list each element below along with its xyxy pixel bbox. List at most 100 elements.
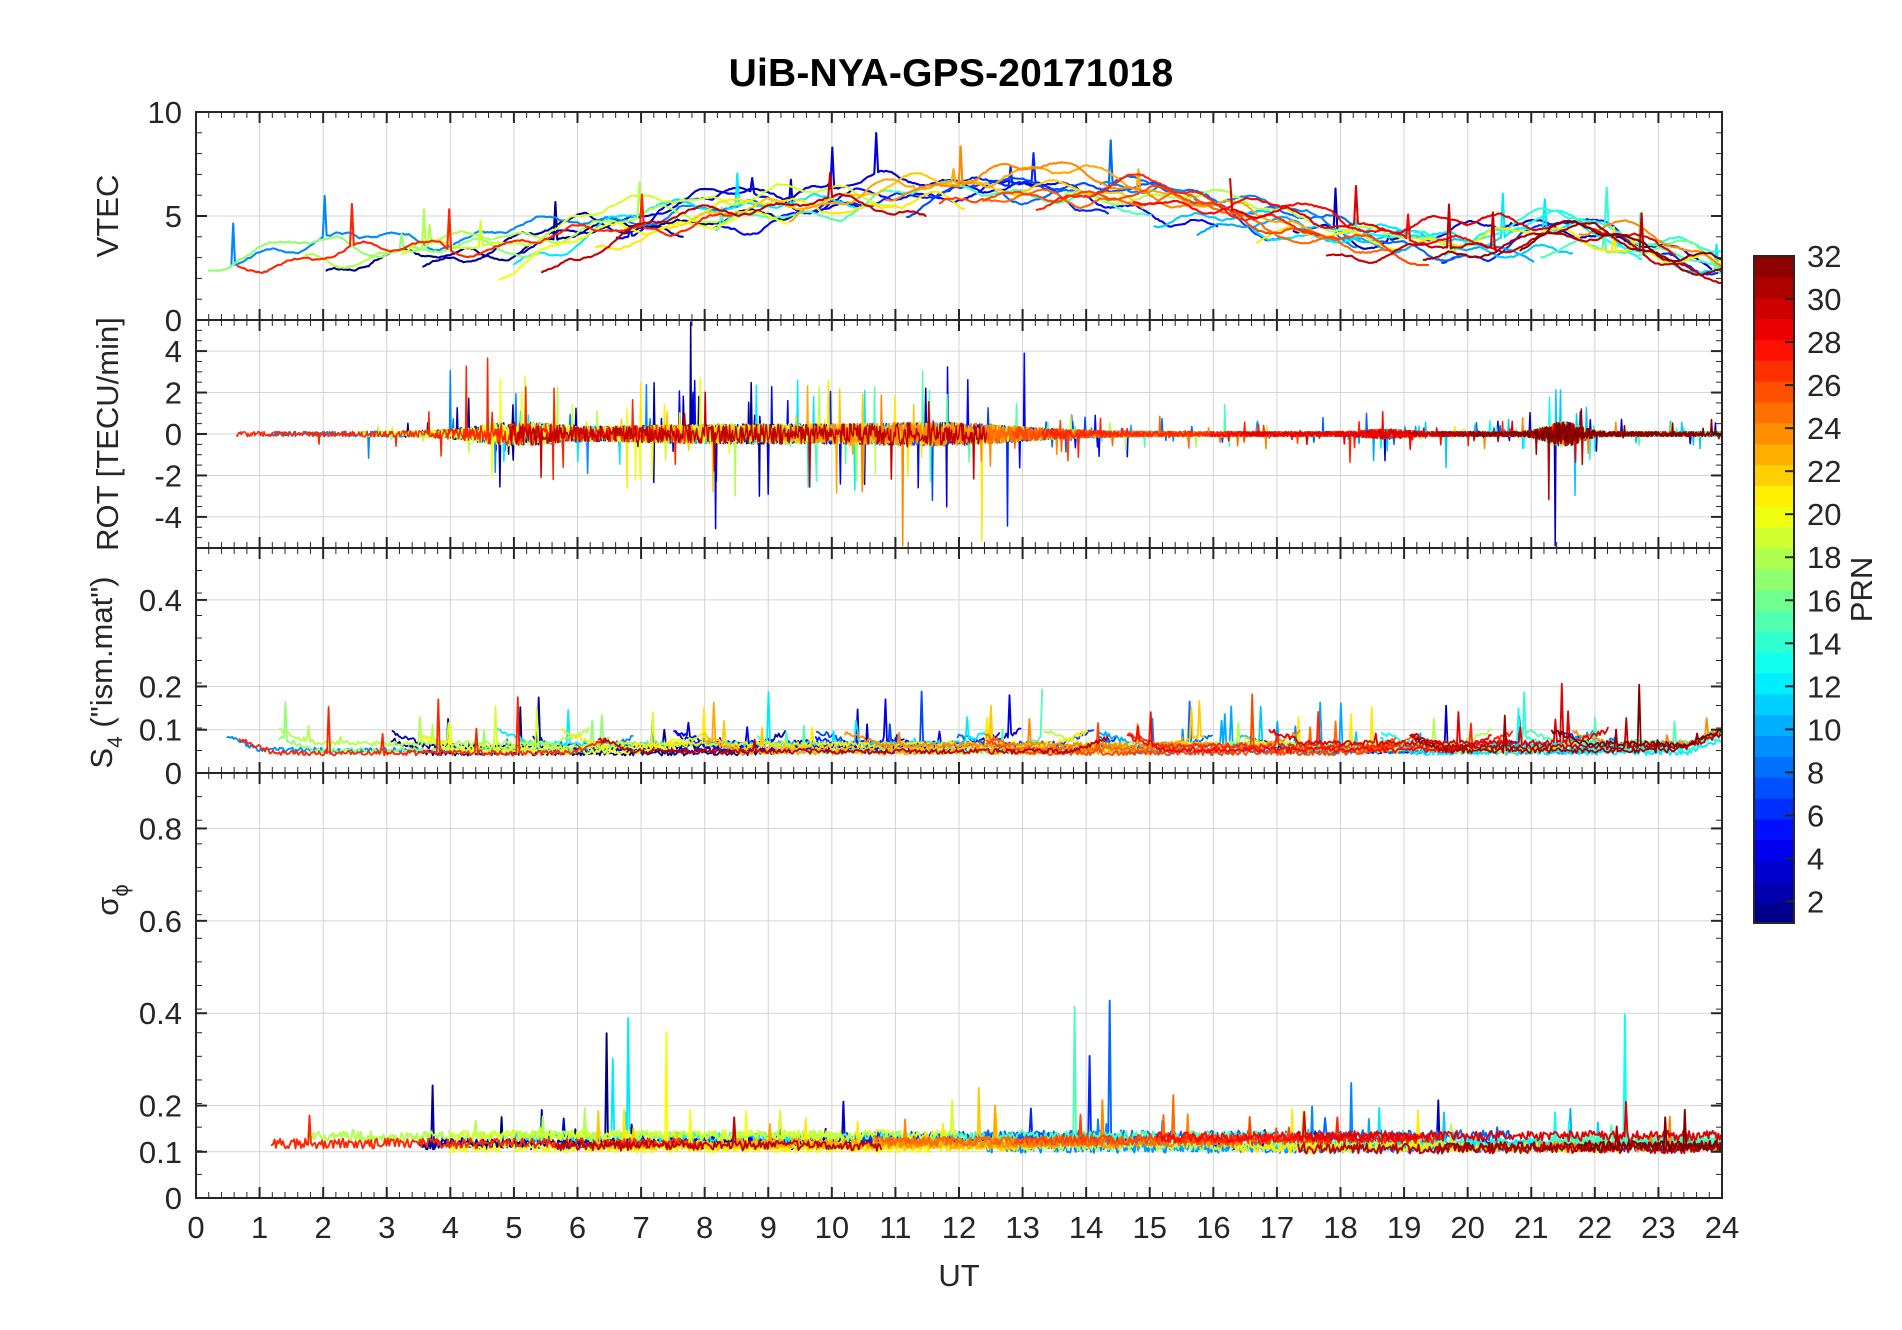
ytick-label-sigma-2: 0.2: [139, 1089, 182, 1124]
xtick-label-6: 6: [569, 1210, 586, 1245]
sigma-series-group: [270, 999, 1722, 1155]
xtick-label-17: 17: [1260, 1210, 1294, 1245]
colorbar-tick-label-9: 20: [1807, 497, 1841, 532]
s4-trace-prn-27: [1126, 711, 1514, 750]
colorbar-swatch: [1754, 818, 1794, 841]
xtick-label-3: 3: [378, 1210, 395, 1245]
panel-s4-traces: [226, 682, 1722, 757]
colorbar-tick-label-12: 26: [1807, 368, 1841, 403]
s4-trace-prn-24: [844, 718, 1301, 749]
colorbar-tick-label-3: 8: [1807, 755, 1824, 790]
colorbar-swatch: [1754, 860, 1794, 882]
ytick-label-rot-1: -2: [154, 458, 182, 493]
colorbar-swatch: [1754, 443, 1794, 466]
ytick-label-sigma-5: 0.8: [139, 811, 182, 846]
xtick-label-9: 9: [760, 1210, 777, 1245]
xtick-label-21: 21: [1514, 1210, 1548, 1245]
ytick-label-sigma-3: 0.4: [139, 996, 182, 1031]
sigma-trace-prn-30: [554, 1116, 883, 1152]
rot-trace-prn-30: [507, 391, 988, 488]
x-axis-title: UT: [938, 1258, 979, 1293]
panel-sigma-axes: 0 0.1 0.2 0.4 0.6 0.8: [139, 772, 1723, 1216]
svg-text:S4 ("ism.mat"): S4 ("ism.mat"): [84, 576, 127, 768]
colorbar-frame: [1753, 255, 1795, 924]
vtec-trace-prn-32: [1519, 219, 1722, 263]
colorbar-swatch: [1754, 735, 1794, 757]
colorbar-swatch: [1754, 797, 1794, 820]
vtec-trace-prn-11: [1153, 209, 1574, 259]
xtick-label-19: 19: [1387, 1210, 1421, 1245]
xtick-label-15: 15: [1133, 1210, 1167, 1245]
vtec-trace-prn-29: [1229, 178, 1676, 257]
colorbar-tick-label-0: 2: [1807, 884, 1824, 919]
y-axis-title-sigma: σϕ: [90, 884, 133, 915]
xtick-label-10: 10: [815, 1210, 849, 1245]
colorbar-swatch: [1754, 756, 1794, 778]
ytick-label-rot-2: 0: [165, 417, 182, 452]
vtec-trace-prn-18: [304, 181, 719, 270]
sigma-trace-prn-32: [1578, 1108, 1722, 1152]
colorbar-swatch: [1754, 902, 1794, 924]
ytick-label-vtec-0: 0: [165, 303, 182, 338]
xtick-label-12: 12: [942, 1210, 976, 1245]
ytick-label-s4-3: 0.4: [139, 583, 182, 618]
s4-trace-prn-22: [702, 700, 1205, 752]
ytick-label-rot-0: -4: [154, 500, 182, 535]
s4-series-group: [226, 682, 1722, 757]
vtec-trace-prn-12: [513, 172, 859, 266]
ytick-label-sigma-0: 0: [165, 1181, 182, 1216]
vtec-trace-prn-30: [541, 171, 927, 274]
vtec-trace-prn-30: [1325, 203, 1722, 284]
s4-trace-prn-3: [532, 708, 905, 754]
colorbar-swatch: [1754, 339, 1794, 361]
panel-s4-grid: [195, 548, 1723, 773]
colorbar-swatch: [1754, 506, 1794, 528]
s4-trace-prn-18: [279, 716, 590, 747]
xtick-label-4: 4: [442, 1210, 459, 1245]
colorbar-swatch: [1754, 652, 1794, 674]
colorbar-swatch: [1754, 485, 1794, 507]
xtick-label-8: 8: [696, 1210, 713, 1245]
rot-trace-prn-32: [1468, 418, 1722, 446]
colorbar-tick-label-13: 28: [1807, 325, 1841, 360]
ytick-label-s4-1: 0.1: [139, 713, 182, 748]
colorbar-swatch: [1754, 547, 1794, 570]
xtick-label-22: 22: [1578, 1210, 1612, 1245]
sigma-trace-prn-27: [270, 1114, 703, 1150]
x-axis-labels: 0 1 2 3 4 5 6 7 8 9 10 11 12 13 14 15 16 17 18 19 20 21 22 23 24…: [187, 1210, 1739, 1293]
xtick-label-23: 23: [1641, 1210, 1675, 1245]
colorbar-swatch: [1754, 714, 1794, 737]
colorbar-swatch: [1754, 672, 1794, 695]
vtec-series-group: [207, 131, 1722, 284]
s4-trace-prn-32: [1550, 683, 1722, 748]
y-axis-title-rot: ROT [TECU/min]: [90, 317, 125, 551]
ytick-label-rot-3: 2: [165, 376, 182, 411]
colorbar-swatch: [1754, 464, 1794, 486]
xtick-label-20: 20: [1450, 1210, 1484, 1245]
xtick-label-1: 1: [251, 1210, 268, 1245]
y-axis-title-s4: S4 ("ism.mat"): [84, 576, 127, 768]
sigma-trace-prn-30: [1297, 1142, 1722, 1155]
xtick-label-11: 11: [879, 1210, 911, 1245]
colorbar-tick-label-5: 12: [1807, 669, 1841, 704]
xtick-label-18: 18: [1323, 1210, 1357, 1245]
vtec-trace-prn-28: [1132, 196, 1499, 250]
colorbar-swatch: [1754, 297, 1794, 320]
ytick-label-vtec-2: 10: [148, 95, 182, 130]
ytick-label-rot-4: 4: [165, 334, 182, 369]
ytick-label-s4-0: 0: [165, 756, 182, 791]
colorbar-tick-label-15: 32: [1807, 239, 1841, 274]
colorbar-swatch: [1754, 422, 1794, 445]
xtick-label-13: 13: [1005, 1210, 1039, 1245]
xtick-label-5: 5: [505, 1210, 522, 1245]
s4-trace-prn-21: [561, 706, 1088, 748]
colorbar-swatch: [1754, 568, 1794, 591]
vtec-trace-prn-18: [1063, 188, 1457, 253]
colorbar-swatch: [1754, 777, 1794, 799]
colorbar-tick-label-8: 18: [1807, 540, 1841, 575]
ytick-label-sigma-4: 0.6: [139, 904, 182, 939]
colorbar-swatch: [1754, 881, 1794, 903]
y-axis-title-vtec: VTEC: [90, 175, 125, 258]
